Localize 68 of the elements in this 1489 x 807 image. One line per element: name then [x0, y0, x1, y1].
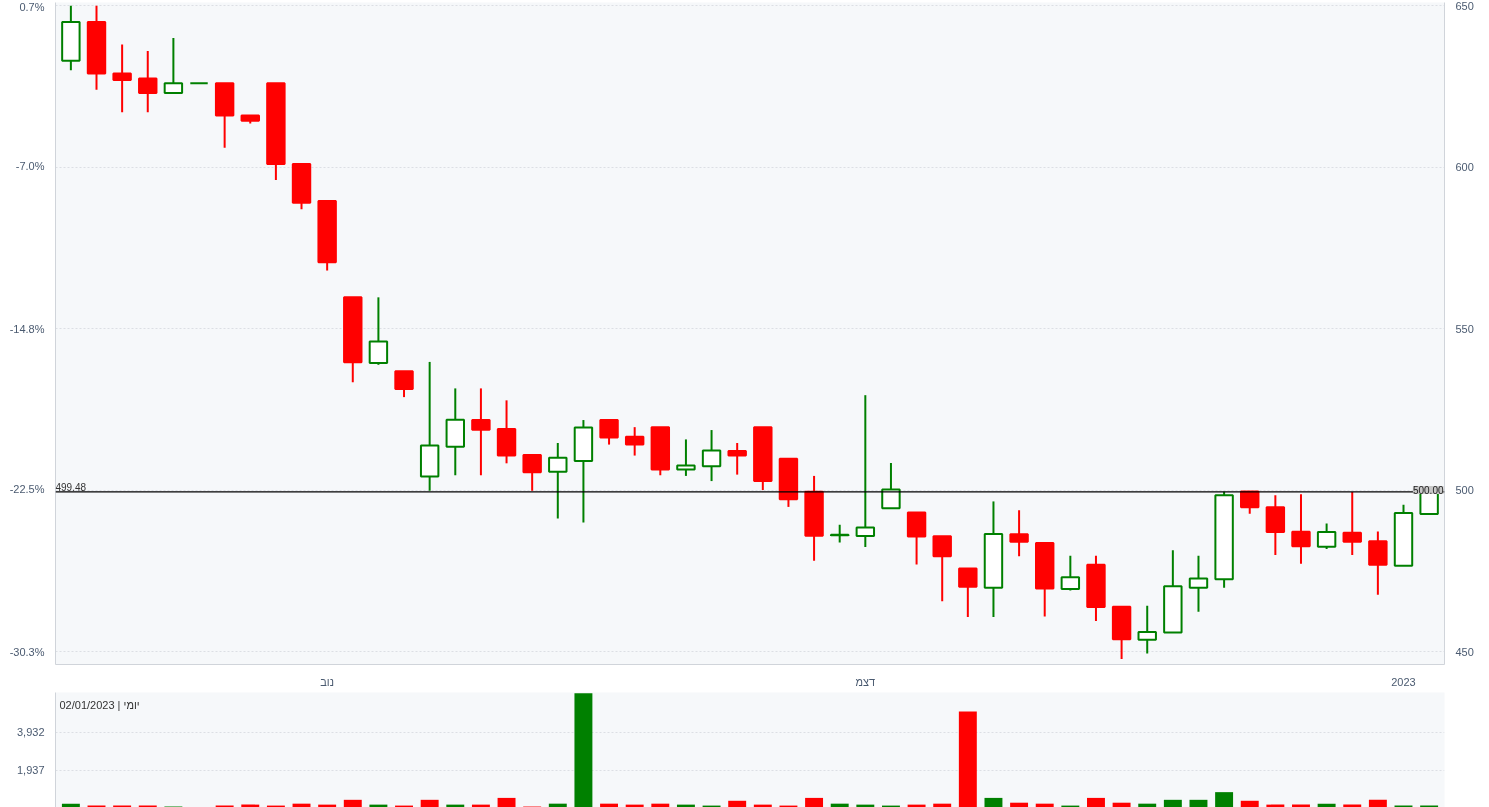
bar [343, 799, 362, 807]
bar [574, 693, 593, 807]
candlestick [112, 43, 132, 114]
y2-tick-label: -14.8% [9, 322, 45, 335]
candlestick [548, 441, 568, 520]
candlestick [624, 426, 645, 457]
candlestick [881, 461, 901, 510]
bar [420, 799, 439, 807]
bar [548, 803, 567, 807]
bar [984, 797, 1003, 807]
ref-line-label: 499.48 [55, 481, 87, 493]
y-tick-label: 650 [1455, 0, 1474, 12]
bar [830, 803, 849, 807]
candlestick [368, 296, 389, 366]
bar [1215, 792, 1234, 807]
annotation: 500.00 [1412, 485, 1444, 497]
x-tick-label: נוב [320, 675, 335, 688]
y-tick-label: 3,932 [16, 726, 45, 739]
bar [1317, 803, 1336, 807]
candlestick [1291, 493, 1311, 565]
candlestick [394, 370, 414, 399]
candlestick [522, 453, 542, 492]
y-tick-label: 1,937 [16, 764, 45, 777]
y-tick-label: 500 [1455, 484, 1474, 497]
candlestick [932, 535, 952, 603]
bar [600, 803, 619, 807]
candlestick [138, 49, 158, 114]
candlestick [1342, 491, 1362, 557]
candlestick [958, 567, 978, 619]
y2-tick-label: -7.0% [15, 160, 45, 173]
candlestick [1009, 509, 1029, 558]
bar [958, 711, 977, 807]
candlestick [599, 419, 619, 446]
x-tick-label: דצמ [855, 675, 876, 688]
candlestick [1060, 554, 1081, 592]
candlestick [1137, 604, 1157, 655]
bar [1010, 802, 1029, 807]
bar [651, 803, 670, 807]
y2-tick-label: 0.7% [19, 0, 45, 13]
candlestick [727, 441, 747, 476]
bar [1035, 803, 1054, 807]
y2-tick-label: -30.3% [9, 645, 45, 658]
bar [805, 797, 824, 807]
candlestick [676, 438, 696, 477]
bar [61, 803, 80, 807]
candlestick [1316, 522, 1337, 550]
bar [1240, 800, 1259, 807]
bar [1138, 803, 1157, 807]
y2-tick-label: -22.5% [9, 483, 45, 496]
bar [728, 800, 747, 807]
y-tick-label: 450 [1455, 645, 1474, 658]
candlestick [701, 429, 722, 483]
x-tick-label: 2023 [1391, 675, 1416, 688]
candlestick [163, 37, 184, 94]
annotation: יומי | 02/01/2023 [59, 698, 140, 711]
candlestick [471, 387, 491, 477]
y-tick-label: 600 [1455, 161, 1474, 174]
candlestick [1188, 554, 1209, 613]
bar [1189, 799, 1208, 807]
bar [497, 797, 516, 807]
candlestick [855, 394, 876, 548]
y-tick-label: 550 [1455, 322, 1474, 335]
bar [1112, 802, 1131, 807]
bar [1368, 799, 1387, 807]
candlestick [1368, 530, 1388, 596]
bar [1087, 797, 1105, 807]
bar [1163, 799, 1182, 807]
bar [933, 803, 952, 807]
